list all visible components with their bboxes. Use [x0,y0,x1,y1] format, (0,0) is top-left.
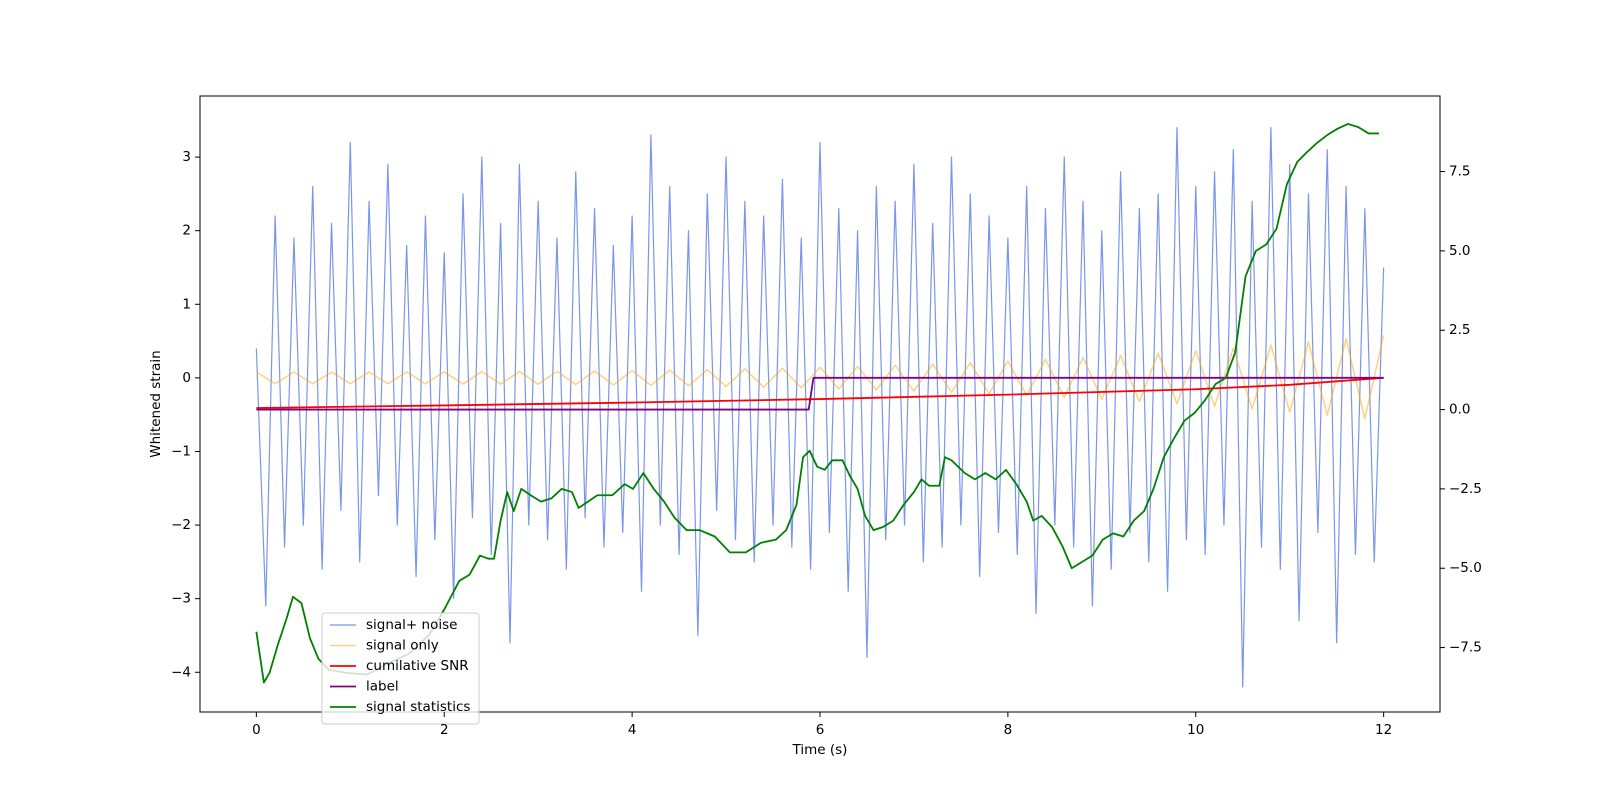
x-tick-label: 4 [628,722,637,738]
y2-tick-label: 2.5 [1449,322,1470,338]
legend: signal+ noise signal only cumilative SNR la… [321,612,480,725]
y-tick-label: −2 [171,517,191,533]
y2-tick-label: 7.5 [1449,164,1470,180]
y-tick-label: 2 [182,223,191,239]
legend-label: signal+ noise [366,617,457,633]
series-line [255,335,1385,420]
y2-tick-label: −2.5 [1449,481,1482,497]
y-tick-label: 1 [182,296,191,312]
y-tick-label: −3 [171,591,191,607]
y-tick-label: 0 [182,370,191,386]
plot-area [255,123,1385,688]
x-tick-label: 12 [1375,722,1392,738]
y-axis-label: Whitened strain [148,350,164,457]
legend-label: signal only [366,638,439,654]
series-line [255,123,1379,684]
y2-tick-label: 5.0 [1449,243,1470,259]
legend-frame [321,612,480,725]
legend-label: label [366,679,399,695]
series-line [256,376,1384,411]
y2-tick-label: −5.0 [1449,560,1482,576]
series-line [255,127,1385,688]
x-tick-label: 10 [1187,722,1204,738]
legend-label: signal statistics [366,699,470,715]
x-tick-label: 0 [252,722,261,738]
x-tick-label: 2 [440,722,449,738]
x-tick-label: 6 [816,722,825,738]
y-tick-label: −1 [171,443,191,459]
x-tick-label: 8 [1004,722,1013,738]
y-tick-label: 3 [182,149,191,165]
series-line [256,376,1384,409]
legend-label: cumilative SNR [366,658,469,674]
y-tick-label: −4 [171,664,191,680]
y2-tick-label: −7.5 [1449,640,1482,656]
y2-tick-label: 0.0 [1449,402,1470,418]
x-axis-label: Time (s) [792,742,848,758]
